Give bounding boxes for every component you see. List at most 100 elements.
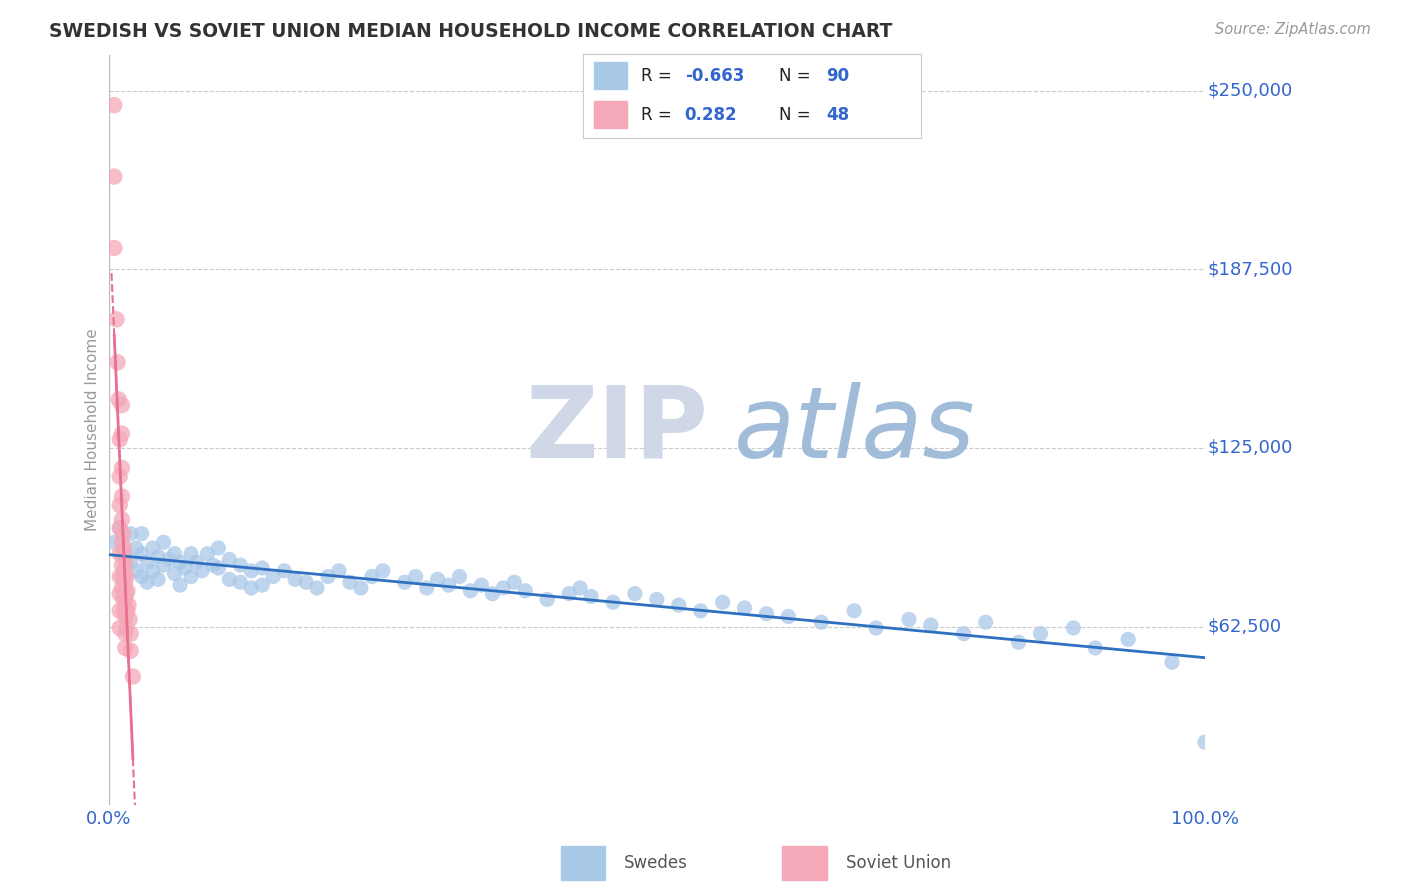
- Point: [240, 581, 263, 595]
- Text: $187,500: $187,500: [1208, 260, 1292, 278]
- Point: [111, 592, 134, 607]
- Point: [711, 595, 734, 609]
- Bar: [593, 62, 627, 89]
- Point: [437, 578, 460, 592]
- Point: [689, 604, 711, 618]
- Point: [115, 587, 138, 601]
- Point: [734, 601, 756, 615]
- Point: [316, 569, 339, 583]
- Point: [114, 592, 136, 607]
- Point: [108, 569, 131, 583]
- Point: [1062, 621, 1084, 635]
- Point: [252, 561, 274, 575]
- Point: [108, 547, 131, 561]
- Text: $62,500: $62,500: [1208, 617, 1281, 635]
- Point: [449, 569, 471, 583]
- Point: [755, 607, 778, 621]
- Point: [112, 604, 135, 618]
- Point: [405, 569, 427, 583]
- Point: [415, 581, 437, 595]
- Point: [111, 426, 134, 441]
- Point: [114, 575, 136, 590]
- Point: [131, 569, 153, 583]
- Point: [1007, 635, 1029, 649]
- Text: SWEDISH VS SOVIET UNION MEDIAN HOUSEHOLD INCOME CORRELATION CHART: SWEDISH VS SOVIET UNION MEDIAN HOUSEHOLD…: [49, 22, 893, 41]
- Point: [117, 583, 139, 598]
- Point: [108, 498, 131, 512]
- Point: [122, 669, 145, 683]
- Point: [1029, 626, 1052, 640]
- Point: [350, 581, 373, 595]
- Point: [624, 587, 647, 601]
- Point: [107, 355, 129, 369]
- Bar: [783, 846, 827, 880]
- Point: [503, 575, 526, 590]
- Point: [174, 561, 197, 575]
- Point: [111, 581, 134, 595]
- Point: [117, 604, 139, 618]
- Point: [1161, 655, 1184, 669]
- Point: [108, 433, 131, 447]
- Point: [371, 564, 394, 578]
- Point: [112, 541, 135, 555]
- Point: [481, 587, 503, 601]
- Point: [112, 583, 135, 598]
- Point: [152, 535, 174, 549]
- Point: [470, 578, 492, 592]
- Text: Swedes: Swedes: [624, 854, 688, 872]
- Point: [111, 569, 134, 583]
- Point: [136, 575, 159, 590]
- Point: [579, 590, 602, 604]
- Point: [360, 569, 382, 583]
- Text: $125,000: $125,000: [1208, 439, 1292, 457]
- Point: [163, 547, 186, 561]
- Point: [186, 555, 208, 569]
- Point: [842, 604, 865, 618]
- Point: [240, 564, 263, 578]
- Point: [295, 575, 318, 590]
- Text: $250,000: $250,000: [1208, 82, 1292, 100]
- Point: [169, 555, 191, 569]
- Point: [114, 626, 136, 640]
- Point: [1194, 735, 1216, 749]
- Point: [201, 558, 224, 573]
- Bar: [593, 101, 627, 128]
- Point: [142, 564, 165, 578]
- Point: [105, 312, 128, 326]
- Point: [114, 609, 136, 624]
- Point: [394, 575, 416, 590]
- Point: [328, 564, 350, 578]
- Point: [218, 552, 240, 566]
- Point: [111, 558, 134, 573]
- Point: [118, 612, 141, 626]
- Point: [602, 595, 624, 609]
- Point: [536, 592, 558, 607]
- Point: [111, 535, 134, 549]
- Point: [111, 526, 134, 541]
- Point: [125, 564, 148, 578]
- Point: [284, 573, 307, 587]
- Point: [426, 573, 449, 587]
- Text: R =: R =: [641, 67, 676, 85]
- Point: [262, 569, 284, 583]
- Point: [142, 541, 165, 555]
- Point: [111, 490, 134, 504]
- Point: [115, 621, 138, 635]
- Text: R =: R =: [641, 105, 682, 123]
- Point: [897, 612, 920, 626]
- Point: [305, 581, 328, 595]
- Point: [108, 604, 131, 618]
- Point: [120, 626, 142, 640]
- Point: [668, 598, 690, 612]
- Point: [117, 598, 139, 612]
- Point: [865, 621, 887, 635]
- Point: [114, 640, 136, 655]
- Point: [108, 521, 131, 535]
- Text: 90: 90: [827, 67, 849, 85]
- Point: [108, 587, 131, 601]
- Point: [103, 241, 125, 255]
- Point: [103, 98, 125, 112]
- Point: [180, 547, 202, 561]
- Point: [120, 555, 142, 569]
- Point: [339, 575, 361, 590]
